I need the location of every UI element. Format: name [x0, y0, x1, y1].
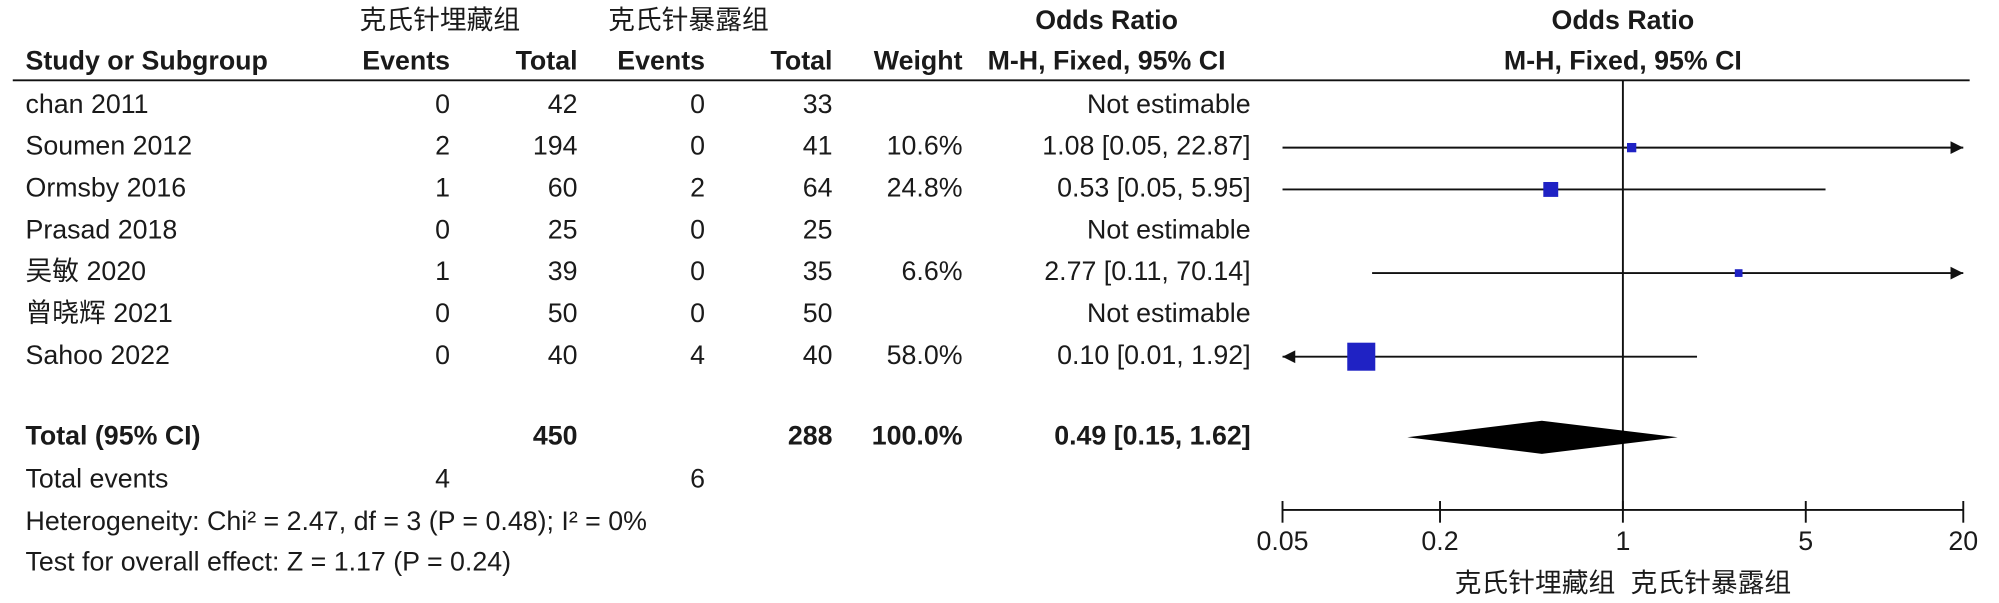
cell: 0	[690, 256, 705, 286]
cell: 1	[435, 173, 450, 203]
cell: 0	[435, 89, 450, 119]
heterogeneity: Heterogeneity: Chi² = 2.47, df = 3 (P = …	[26, 506, 647, 536]
ci-arrow	[1282, 350, 1296, 364]
total-diamond	[1407, 420, 1678, 454]
ci-arrow	[1950, 266, 1964, 280]
cell: 35	[803, 256, 833, 286]
cell: 0	[690, 131, 705, 161]
cell: 25	[803, 214, 833, 244]
cell: 39	[548, 256, 578, 286]
cell: 40	[548, 340, 578, 370]
weight: 10.6%	[887, 131, 963, 161]
ci-label: Not estimable	[1087, 298, 1251, 328]
header: Events	[362, 46, 450, 76]
ci-label: 0.10 [0.01, 1.92]	[1057, 340, 1250, 370]
ci-label: Not estimable	[1087, 89, 1251, 119]
study-square	[1347, 342, 1376, 371]
total-cell: 288	[788, 420, 833, 450]
study-name: Soumen 2012	[26, 131, 193, 161]
header: Weight	[874, 46, 963, 76]
total-events-label: Total events	[26, 464, 169, 494]
header: M-H, Fixed, 95% CI	[988, 46, 1226, 76]
header: Odds Ratio	[1035, 5, 1178, 35]
header: Total	[771, 46, 833, 76]
ci-label: 2.77 [0.11, 70.14]	[1044, 256, 1250, 286]
ci-label: 0.53 [0.05, 5.95]	[1057, 173, 1250, 203]
study-name: chan 2011	[26, 89, 149, 119]
total-events: 6	[690, 464, 705, 494]
study-square	[1543, 181, 1559, 197]
cell: 50	[803, 298, 833, 328]
header: Total	[516, 46, 578, 76]
ci-label: Not estimable	[1087, 214, 1251, 244]
cell: 0	[435, 298, 450, 328]
weight: 58.0%	[887, 340, 963, 370]
study-name: 吴敏 2020	[26, 256, 147, 286]
study-name: 曾晓辉 2021	[26, 298, 173, 328]
total-events: 4	[435, 464, 450, 494]
cell: 60	[548, 173, 578, 203]
study-square	[1626, 142, 1637, 153]
cell: 0	[690, 298, 705, 328]
study-name: Ormsby 2016	[26, 173, 187, 203]
cell: 50	[548, 298, 578, 328]
x-tick-label: 0.2	[1421, 526, 1458, 556]
cell: 0	[690, 214, 705, 244]
total-ci: 0.49 [0.15, 1.62]	[1054, 420, 1250, 450]
weight: 24.8%	[887, 173, 963, 203]
header: Events	[617, 46, 705, 76]
total-weight: 100.0%	[872, 420, 963, 450]
plot-title: Odds Ratio	[1552, 5, 1695, 35]
header: Study or Subgroup	[26, 46, 268, 76]
cell: 42	[548, 89, 578, 119]
cell: 0	[690, 89, 705, 119]
x-tick-label: 20	[1948, 526, 1978, 556]
cell: 4	[690, 340, 705, 370]
total-cell: 450	[533, 420, 578, 450]
ci-arrow	[1950, 141, 1964, 155]
cell: 0	[435, 340, 450, 370]
x-tick-label: 5	[1798, 526, 1813, 556]
x-tick-label: 0.05	[1256, 526, 1308, 556]
group-label: 克氏针埋藏组	[360, 5, 521, 35]
study-square	[1734, 269, 1743, 277]
study-name: Sahoo 2022	[26, 340, 170, 370]
favours-label: 克氏针埋藏组	[1455, 568, 1616, 598]
cell: 2	[435, 131, 450, 161]
cell: 25	[548, 214, 578, 244]
cell: 64	[803, 173, 833, 203]
group-label: 克氏针暴露组	[608, 5, 769, 35]
cell: 33	[803, 89, 833, 119]
cell: 194	[533, 131, 578, 161]
cell: 1	[435, 256, 450, 286]
x-tick-label: 1	[1615, 526, 1630, 556]
cell: 41	[803, 131, 833, 161]
cell: 2	[690, 173, 705, 203]
study-name: Prasad 2018	[26, 214, 178, 244]
weight: 6.6%	[902, 256, 963, 286]
cell: 0	[435, 214, 450, 244]
favours-label: 克氏针暴露组	[1631, 568, 1792, 598]
cell: 40	[803, 340, 833, 370]
plot-subtitle: M-H, Fixed, 95% CI	[1504, 46, 1742, 76]
overall-effect: Test for overall effect: Z = 1.17 (P = 0…	[26, 547, 512, 577]
ci-label: 1.08 [0.05, 22.87]	[1042, 131, 1250, 161]
total-label: Total (95% CI)	[26, 420, 201, 450]
